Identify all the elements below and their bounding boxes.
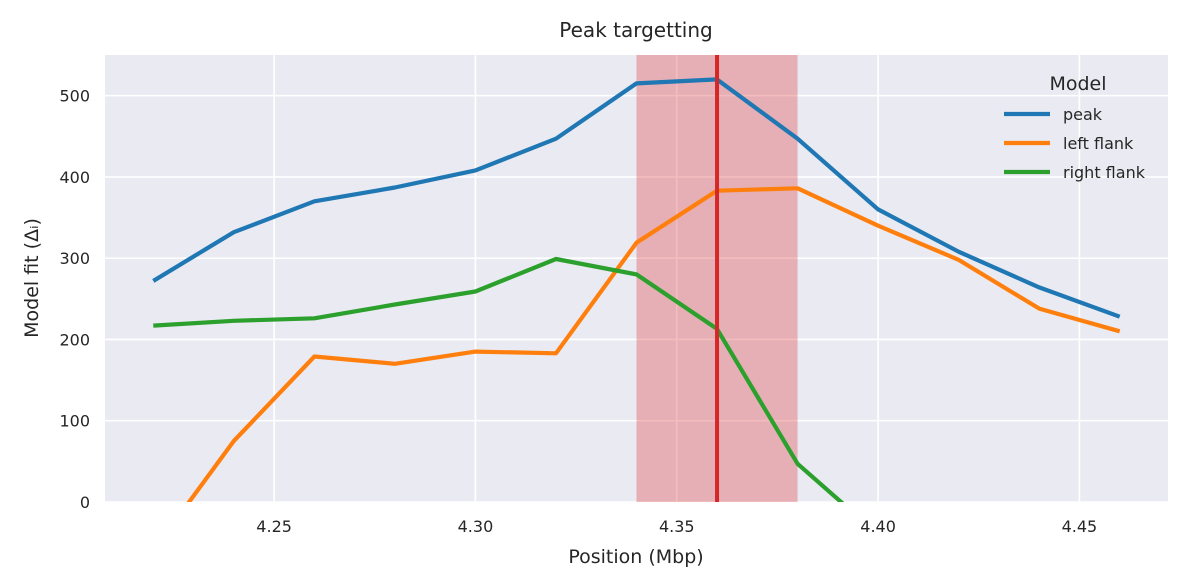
x-axis-label: Position (Mbp) [568, 546, 703, 568]
legend-label-right-flank: right flank [1063, 163, 1146, 182]
legend-label-peak: peak [1063, 105, 1103, 124]
y-tick-label: 200 [59, 330, 90, 349]
x-tick-label: 4.45 [1062, 517, 1098, 536]
series-layer [152, 77, 1121, 502]
y-tick-label: 400 [59, 168, 90, 187]
y-tick-label: 300 [59, 249, 90, 268]
legend-title: Model [1049, 73, 1106, 95]
series-line-left-flank [186, 186, 1121, 502]
y-tick-label: 0 [80, 493, 90, 512]
series-line-peak [152, 77, 1121, 319]
chart-title: Peak targetting [559, 18, 712, 42]
y-tick-label: 500 [59, 87, 90, 106]
series-line-right-flank [153, 256, 845, 502]
x-tick-label: 4.25 [256, 517, 292, 536]
y-tick-label: 100 [59, 412, 90, 431]
legend-label-left-flank: left flank [1063, 134, 1134, 153]
x-tick-label: 4.40 [860, 517, 896, 536]
grid [105, 55, 1168, 503]
x-tick-label: 4.35 [659, 517, 695, 536]
x-tick-label: 4.30 [458, 517, 494, 536]
x-ticks: 4.25 4.30 4.35 4.40 4.45 [256, 517, 1097, 536]
y-axis-label: Model fit (Δᵢ) [21, 218, 43, 338]
legend: Model peak left flank right flank [1004, 73, 1146, 182]
y-ticks: 0 100 200 300 400 500 [59, 87, 90, 512]
